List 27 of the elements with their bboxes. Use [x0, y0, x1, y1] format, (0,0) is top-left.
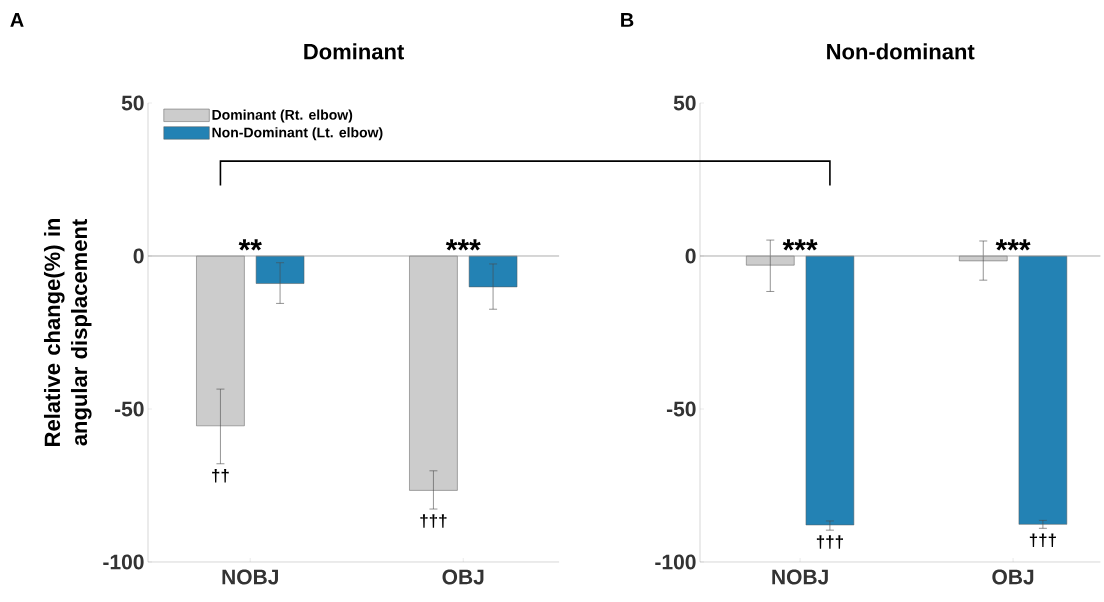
y-tick-label: 0: [685, 248, 696, 264]
x-tick-label: NOBJ: [772, 569, 828, 585]
y-tick-label: 50: [673, 95, 696, 111]
y-tick-label: -50: [114, 401, 144, 417]
y-tick-label: 50: [121, 95, 144, 111]
x-tick-label: OBJ: [992, 569, 1034, 585]
y-tick-label: -100: [655, 554, 696, 570]
legend-label: Dominant (Rt. elbow): [212, 109, 353, 123]
annotation: ***: [445, 239, 481, 251]
legend-label: Non-Dominant (Lt. elbow): [212, 127, 383, 141]
y-axis-title: Relative change(%) in angular displacement: [43, 218, 92, 446]
data-label: ††: [212, 468, 229, 483]
chart-title: Dominant: [304, 43, 405, 60]
y-tick-label: -100: [103, 554, 144, 570]
text: B: [621, 13, 634, 27]
annotation: ***: [782, 239, 818, 251]
text: A: [10, 13, 24, 27]
x-tick-label: NOBJ: [222, 569, 278, 585]
data-label: †††: [420, 514, 447, 528]
annotation: **: [238, 239, 262, 251]
y-tick-label: -50: [666, 401, 696, 417]
annotation: ***: [995, 239, 1031, 251]
data-label: †††: [1029, 533, 1056, 547]
data-label: †††: [816, 535, 843, 549]
x-tick-label: OBJ: [442, 569, 484, 585]
chart-title: Non-dominant: [827, 43, 975, 60]
y-tick-label: 0: [133, 248, 144, 264]
